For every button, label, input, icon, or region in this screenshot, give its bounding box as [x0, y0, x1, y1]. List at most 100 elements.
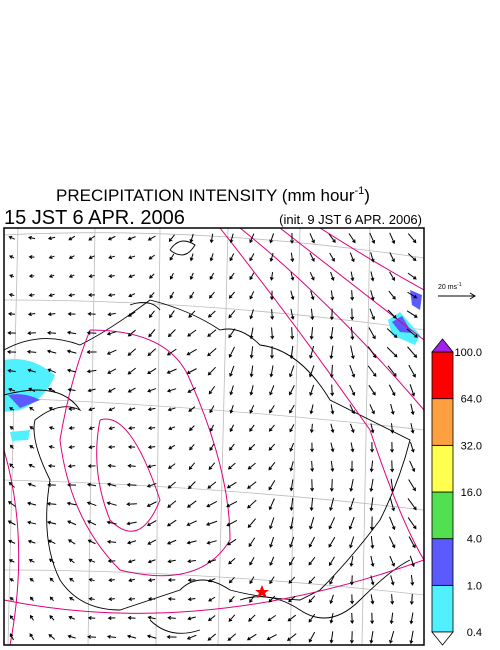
wind-arrow [128, 597, 136, 602]
wind-arrow [29, 633, 35, 641]
wind-arrow [29, 406, 35, 411]
wind-arrow [288, 385, 295, 396]
wind-arrow [108, 578, 115, 583]
wind-arrow [186, 634, 197, 640]
wind-arrow [309, 327, 314, 340]
wind-arrow [328, 517, 336, 530]
wind-arrow [8, 559, 15, 563]
wind-arrow [87, 464, 96, 469]
title-close: ) [364, 186, 370, 205]
wind-arrow [66, 368, 77, 373]
wind-arrow [67, 312, 76, 316]
wind-arrow [228, 310, 236, 319]
wind-arrow [106, 331, 117, 336]
colorbar-label: 16.0 [461, 487, 482, 499]
wind-arrow [127, 559, 136, 564]
wind-arrow [169, 291, 175, 299]
wind-arrow [269, 272, 274, 281]
wind-arrow [348, 233, 356, 244]
wind-arrow [229, 385, 234, 396]
wind-arrow [208, 385, 216, 395]
wind-arrow [349, 252, 355, 263]
wind-arrow [310, 442, 315, 453]
wind-arrow [67, 520, 77, 526]
wind-arrow [269, 536, 275, 548]
wind-arrow [127, 407, 136, 412]
wind-arrow [46, 349, 57, 354]
wind-arrow [87, 520, 97, 526]
wind-arrow [48, 558, 55, 564]
wind-arrow [166, 634, 177, 639]
wind-arrow [29, 577, 35, 582]
wind-arrow [227, 538, 237, 546]
wind-arrow [68, 426, 75, 430]
wind-arrow [207, 578, 216, 583]
wind-arrow [106, 349, 117, 355]
location-marker [255, 585, 269, 598]
wind-arrow [48, 633, 56, 640]
wind-arrow [390, 460, 395, 473]
wind-arrow [108, 255, 116, 260]
wind-arrow [389, 630, 395, 644]
wind-arrow [266, 634, 277, 641]
wind-arrow [328, 233, 336, 244]
wind-arrow [167, 615, 176, 620]
wind-arrow [228, 346, 235, 358]
wind-arrow [28, 293, 35, 297]
wind-arrow [247, 481, 257, 489]
wind-arrow [128, 255, 136, 260]
wind-arrow [290, 233, 295, 244]
wind-arrow [187, 387, 197, 393]
wind-arrow [407, 498, 417, 511]
wind-arrow [410, 423, 415, 434]
wind-arrow [289, 424, 295, 433]
wind-arrow [8, 293, 15, 297]
wind-arrow [290, 327, 295, 340]
wind-arrow [388, 384, 396, 397]
wind-arrow [226, 481, 237, 489]
wind-arrow [249, 309, 254, 320]
wind-arrow [229, 405, 234, 414]
wind-arrow [126, 502, 137, 507]
wind-arrow [126, 634, 137, 639]
wind-arrow [386, 328, 398, 339]
wind-arrow [408, 536, 416, 549]
wind-arrow [289, 404, 295, 414]
wind-arrow [408, 479, 416, 492]
wind-arrow [209, 405, 215, 414]
wind-arrow [409, 384, 416, 397]
wind-arrow [350, 326, 355, 341]
wind-arrow [209, 233, 214, 244]
wind-arrow [229, 233, 234, 244]
wind-arrow [47, 539, 56, 545]
wind-arrow [107, 235, 116, 241]
wind-arrow [249, 404, 255, 414]
wind-arrow [88, 407, 96, 412]
wind-arrow [127, 463, 136, 468]
wind-arrow [369, 460, 374, 473]
wind-arrow [166, 519, 177, 527]
wind-arrow [9, 463, 15, 469]
wind-arrow [369, 631, 374, 644]
wind-arrow [308, 631, 316, 643]
wind-arrow [167, 463, 176, 469]
wind-arrow [107, 368, 117, 374]
wind-arrow [390, 575, 395, 586]
wind-arrow [107, 387, 116, 393]
wind-arrow [147, 615, 156, 620]
wind-arrow [207, 633, 217, 641]
wind-arrow [309, 423, 314, 434]
wind-arrow [309, 233, 315, 244]
wind-arrow [310, 308, 315, 321]
wind-arrow [48, 407, 55, 411]
wind-arrow [329, 575, 335, 585]
wind-arrow [349, 384, 356, 396]
wind-arrow [269, 365, 274, 378]
wind-arrow [309, 252, 315, 262]
wind-arrow [127, 311, 136, 317]
wind-arrow [249, 233, 255, 244]
wind-arrow [349, 423, 355, 434]
wind-arrow [8, 235, 15, 240]
wind-arrow [409, 612, 414, 625]
pressure-contours [4, 228, 424, 645]
